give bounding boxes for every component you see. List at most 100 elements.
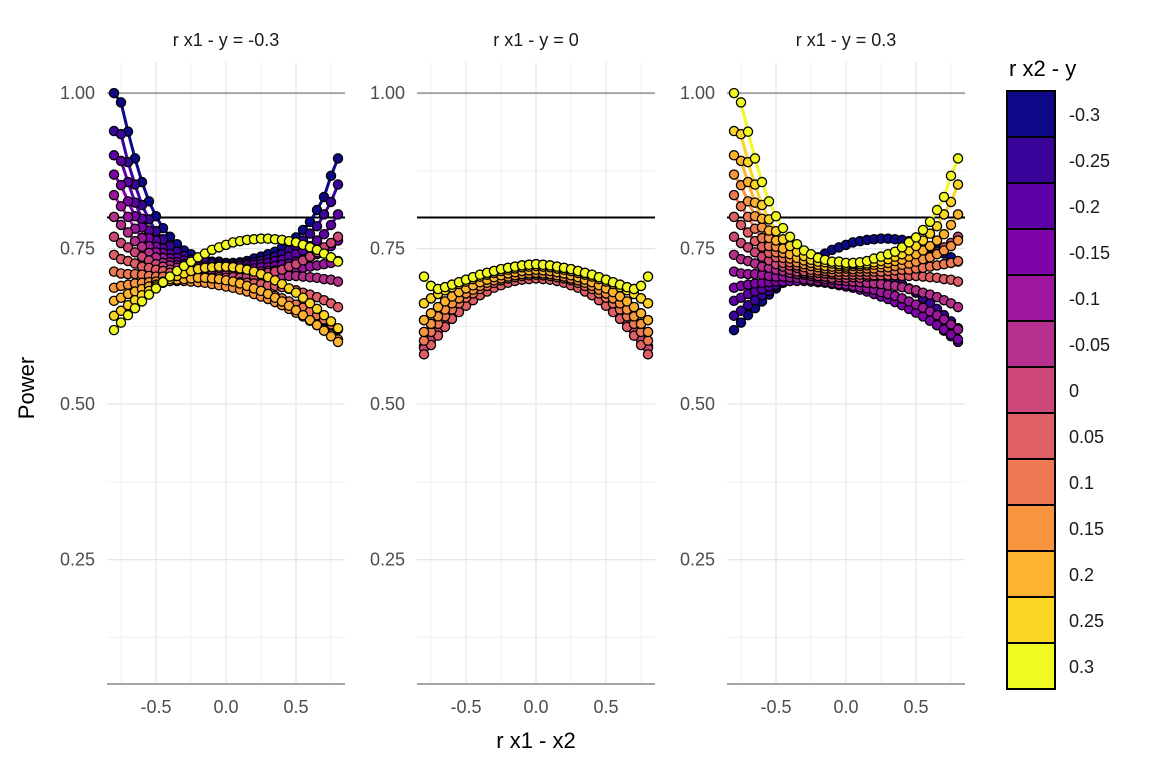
data-point <box>332 153 344 164</box>
data-point <box>122 227 134 238</box>
legend-label: 0.3 <box>1069 657 1094 677</box>
data-point <box>150 283 162 294</box>
data-point <box>108 211 120 223</box>
data-point <box>735 97 747 108</box>
y-tick-label: 0.75 <box>680 239 715 259</box>
data-point <box>749 153 761 164</box>
data-point <box>418 335 430 346</box>
facet-strip-label: r x1 - y = 0.3 <box>796 30 897 50</box>
data-point <box>115 155 127 167</box>
data-point <box>325 196 337 208</box>
x-axis-title: r x1 - x2 <box>496 728 575 753</box>
data-point <box>784 231 796 243</box>
data-point <box>332 256 344 267</box>
y-tick-label: 1.00 <box>60 83 95 103</box>
data-point <box>332 301 344 313</box>
y-tick-label: 1.00 <box>680 83 715 103</box>
data-point <box>143 289 155 300</box>
y-tick-label: 0.50 <box>370 394 405 414</box>
data-point <box>945 319 957 330</box>
x-tick-label: 0.5 <box>593 697 618 717</box>
data-point <box>952 153 964 164</box>
data-point <box>108 310 120 322</box>
data-point <box>297 292 309 303</box>
data-point <box>115 97 127 108</box>
data-point <box>735 305 747 317</box>
data-point <box>635 293 647 304</box>
data-point <box>108 150 120 161</box>
data-point <box>728 169 740 180</box>
y-tick-label: 0.75 <box>60 239 95 259</box>
data-point <box>952 209 964 220</box>
data-point <box>735 201 747 212</box>
legend-label: -0.25 <box>1069 151 1110 171</box>
data-point <box>635 280 647 292</box>
data-point <box>439 296 451 307</box>
data-point <box>742 299 754 311</box>
data-point <box>311 319 323 331</box>
x-tick-label: 0.0 <box>523 697 548 717</box>
data-point <box>311 220 323 232</box>
data-point <box>115 219 127 231</box>
data-point <box>742 242 754 253</box>
data-point <box>418 314 430 326</box>
legend-key <box>1006 366 1056 414</box>
data-point <box>304 298 316 309</box>
data-point <box>777 222 789 234</box>
data-point <box>122 242 134 253</box>
color-legend: r x2 - y -0.3 -0.25 -0.2 -0.15 -0.1 -0.05 0 0.0… <box>1006 56 1110 690</box>
data-point <box>325 170 337 182</box>
x-tick-label: 0.0 <box>833 697 858 717</box>
x-tick-label: 0.5 <box>903 697 928 717</box>
data-point <box>642 298 654 309</box>
data-point <box>108 189 120 201</box>
y-tick-label: 0.25 <box>370 550 405 570</box>
data-point <box>122 196 134 207</box>
y-tick-label: 0.25 <box>60 550 95 570</box>
data-point <box>136 241 148 252</box>
data-point <box>108 169 120 180</box>
data-point <box>938 191 950 203</box>
data-point <box>728 189 740 201</box>
legend-key <box>1006 596 1056 644</box>
data-point <box>924 216 936 228</box>
data-point <box>628 301 640 313</box>
data-point <box>122 211 134 223</box>
facet-panel: r x1 - y = 0.3 0.25 0.50 0.75 1.00 -0.5 0.0 0.5 <box>680 30 965 717</box>
data-point <box>318 229 330 240</box>
data-point <box>332 209 344 220</box>
data-point <box>728 211 740 223</box>
data-point <box>642 349 654 360</box>
data-point <box>332 276 344 287</box>
y-tick-label: 1.00 <box>370 83 405 103</box>
legend-label: 0.15 <box>1069 519 1104 539</box>
facet-panel: r x1 - y = 0 0.25 0.50 0.75 1.00 -0.5 0.0 0.5 <box>370 30 655 717</box>
data-point <box>924 240 936 252</box>
x-tick-label: -0.5 <box>450 697 481 717</box>
data-point <box>129 303 141 314</box>
data-point <box>945 240 957 252</box>
facet-panels: r x1 - y = -0.3 0.25 0.50 0.75 1.00 -0.5 0.0 0.… <box>60 30 965 717</box>
y-tick-label: 0.50 <box>680 394 715 414</box>
data-point <box>763 196 775 207</box>
data-point <box>728 231 740 243</box>
data-point <box>325 219 337 231</box>
data-point <box>332 322 344 334</box>
x-tick-label: -0.5 <box>760 697 791 717</box>
data-point <box>115 201 127 212</box>
legend-label: -0.3 <box>1069 105 1100 125</box>
data-point <box>332 231 344 243</box>
data-point <box>304 314 316 326</box>
data-point <box>896 242 908 253</box>
legend-key <box>1006 412 1056 460</box>
y-tick-label: 0.75 <box>370 239 405 259</box>
data-point <box>952 179 964 190</box>
x-tick-label: 0.0 <box>213 697 238 717</box>
data-point <box>735 219 747 231</box>
data-point <box>735 317 747 328</box>
data-point <box>122 309 134 321</box>
data-point <box>136 296 148 307</box>
legend-label: -0.15 <box>1069 243 1110 263</box>
data-point <box>318 325 330 336</box>
data-point <box>115 128 127 140</box>
